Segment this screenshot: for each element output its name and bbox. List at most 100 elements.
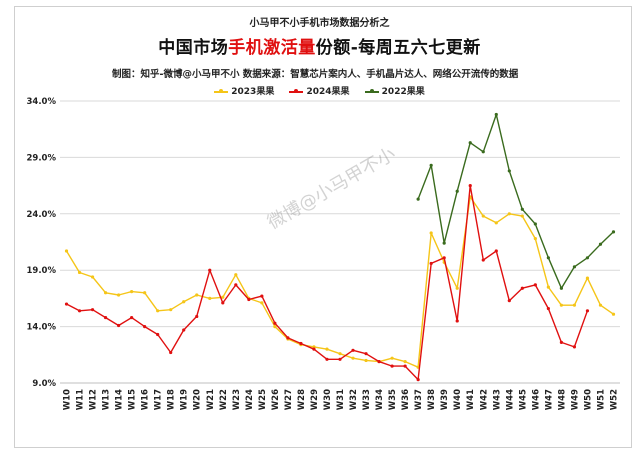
data-point-0 bbox=[130, 290, 134, 294]
data-point-1 bbox=[221, 301, 225, 305]
data-point-0 bbox=[117, 293, 121, 297]
data-point-2 bbox=[494, 112, 498, 117]
x-tick-label: W46 bbox=[531, 389, 541, 410]
data-point-1 bbox=[234, 283, 238, 287]
data-point-0 bbox=[572, 303, 577, 307]
data-point-0 bbox=[494, 221, 498, 225]
data-point-0 bbox=[143, 291, 147, 295]
x-tick-label: W24 bbox=[245, 389, 255, 410]
x-tick-label: W17 bbox=[154, 389, 164, 410]
data-point-2 bbox=[559, 286, 563, 290]
data-point-1 bbox=[442, 256, 446, 260]
data-point-0 bbox=[351, 356, 355, 360]
x-tick-label: W38 bbox=[427, 389, 437, 410]
x-tick-label: W40 bbox=[453, 389, 463, 410]
data-point-0 bbox=[273, 325, 277, 329]
data-point-1 bbox=[130, 315, 134, 320]
x-tick-label: W44 bbox=[505, 389, 515, 410]
data-point-2 bbox=[533, 222, 537, 226]
x-tick-label: W28 bbox=[297, 389, 307, 410]
data-point-1 bbox=[286, 336, 290, 340]
legend-swatch-2022 bbox=[364, 89, 379, 93]
data-point-0 bbox=[559, 303, 563, 307]
data-point-1 bbox=[90, 308, 95, 312]
data-point-0 bbox=[156, 309, 160, 313]
x-tick-label: W49 bbox=[570, 389, 580, 410]
data-point-1 bbox=[299, 341, 303, 346]
x-tick-label: W23 bbox=[232, 389, 242, 410]
data-point-1 bbox=[429, 261, 433, 266]
top-title: 小马甲不小手机市场数据分析之 bbox=[249, 18, 390, 29]
x-tick-label: W35 bbox=[388, 389, 398, 410]
data-point-1 bbox=[364, 352, 368, 356]
data-point-0 bbox=[481, 214, 485, 218]
data-point-1 bbox=[156, 332, 160, 337]
x-tick-label: W39 bbox=[440, 389, 450, 410]
data-point-1 bbox=[143, 325, 147, 329]
data-point-0 bbox=[364, 358, 368, 363]
data-point-0 bbox=[90, 275, 95, 279]
data-point-2 bbox=[481, 150, 485, 154]
x-tick-label: W12 bbox=[89, 389, 99, 410]
data-point-1 bbox=[416, 378, 420, 382]
data-point-0 bbox=[598, 303, 603, 307]
legend-swatch-2024 bbox=[289, 89, 304, 93]
x-tick-label: W37 bbox=[414, 389, 424, 410]
data-point-2 bbox=[546, 256, 550, 260]
data-point-1 bbox=[520, 286, 524, 290]
data-point-1 bbox=[507, 299, 511, 303]
data-point-2 bbox=[585, 256, 590, 260]
x-tick-label: W18 bbox=[167, 389, 177, 410]
x-tick-label: W16 bbox=[141, 389, 151, 410]
data-point-2 bbox=[598, 242, 603, 246]
data-point-1 bbox=[260, 294, 264, 298]
data-point-2 bbox=[520, 207, 524, 211]
x-tick-label: W15 bbox=[128, 389, 138, 410]
x-tick-label: W29 bbox=[310, 389, 320, 410]
series-line-0 bbox=[65, 196, 614, 368]
data-point-2 bbox=[611, 230, 616, 234]
data-point-1 bbox=[585, 309, 590, 313]
data-point-0 bbox=[403, 359, 407, 364]
x-tick-label: W19 bbox=[180, 389, 190, 410]
data-point-1 bbox=[455, 319, 459, 323]
data-point-1 bbox=[377, 359, 381, 364]
main-title-highlight: 手机激活量 bbox=[228, 38, 316, 58]
data-point-1 bbox=[117, 323, 121, 328]
x-tick-label: W31 bbox=[336, 389, 346, 410]
data-point-1 bbox=[195, 314, 199, 319]
y-tick-label: 34.0% bbox=[27, 97, 57, 107]
data-point-1 bbox=[64, 302, 69, 306]
data-point-1 bbox=[533, 283, 537, 287]
main-title-prefix: 中国市场 bbox=[158, 38, 229, 58]
x-tick-label: W20 bbox=[193, 389, 203, 410]
legend-item-2023: 2023果果 bbox=[214, 84, 274, 97]
data-point-0 bbox=[312, 345, 316, 349]
y-tick-label: 19.0% bbox=[27, 266, 57, 276]
data-point-0 bbox=[325, 347, 329, 351]
x-tick-label: W22 bbox=[219, 389, 229, 410]
data-point-0 bbox=[390, 356, 394, 360]
x-tick-label: W52 bbox=[609, 389, 619, 410]
legend-swatch-2023 bbox=[214, 89, 229, 93]
x-tick-label: W10 bbox=[63, 389, 73, 410]
data-point-0 bbox=[520, 214, 524, 218]
data-point-0 bbox=[546, 285, 550, 289]
data-point-1 bbox=[494, 249, 498, 253]
x-tick-label: W47 bbox=[544, 389, 554, 410]
data-point-1 bbox=[351, 348, 355, 352]
x-tick-label: W14 bbox=[115, 389, 125, 410]
legend-item-2024: 2024果果 bbox=[289, 84, 350, 97]
data-point-0 bbox=[103, 291, 108, 295]
data-point-0 bbox=[182, 300, 186, 304]
data-point-2 bbox=[572, 265, 577, 269]
data-point-1 bbox=[182, 328, 186, 332]
series-line-2 bbox=[417, 113, 614, 289]
data-point-1 bbox=[312, 347, 316, 351]
data-point-1 bbox=[572, 345, 577, 349]
data-point-0 bbox=[429, 231, 433, 235]
data-point-2 bbox=[416, 197, 420, 201]
subtitle: 制图：知乎-微博@小马甲不小 数据来源：智慧芯片案内人、手机晶片达人、网络公开流… bbox=[112, 69, 519, 80]
x-tick-label: W11 bbox=[76, 389, 86, 410]
x-tick-label: W51 bbox=[596, 389, 606, 410]
